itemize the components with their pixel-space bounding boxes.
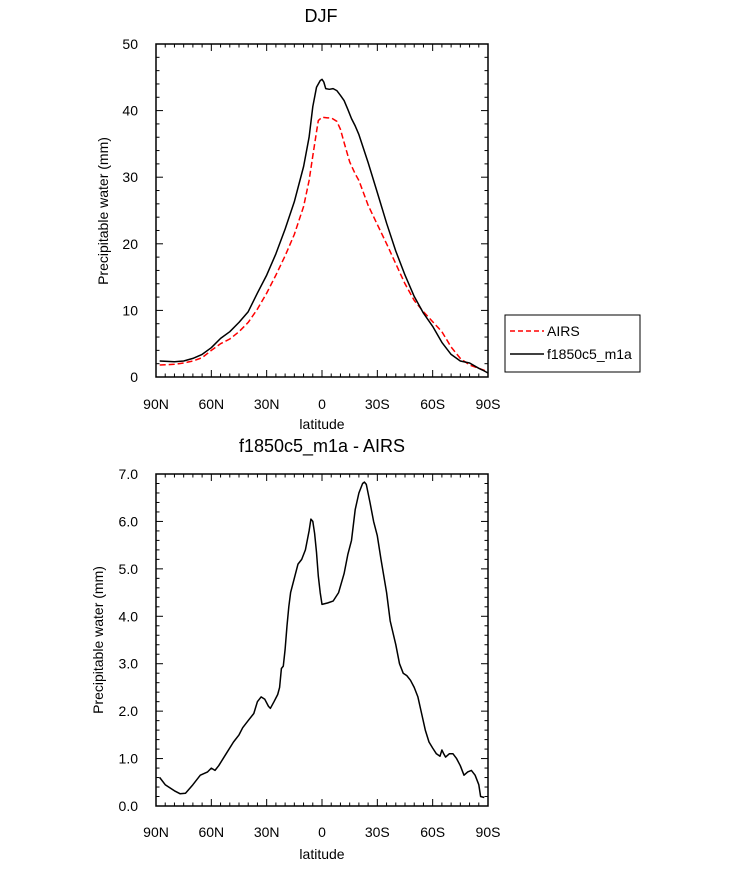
- top-y-tick-labels: 0 10 20 30 40 50: [122, 36, 138, 385]
- x-tick-label: 0: [318, 396, 326, 412]
- x-tick-label: 60S: [420, 824, 445, 840]
- bottom-series-group: [159, 481, 485, 799]
- y-tick-label: 3.0: [119, 656, 139, 672]
- x-tick-label: 60N: [198, 824, 224, 840]
- x-tick-label: 90S: [476, 824, 501, 840]
- y-tick-label: 2.0: [119, 703, 139, 719]
- y-tick-label: 40: [122, 103, 138, 119]
- series-line-f1850c5-m1a-airs: [159, 481, 485, 799]
- legend-label-model: f1850c5_m1a: [547, 346, 632, 362]
- legend-box: [504, 314, 641, 373]
- top-series-group: [159, 78, 489, 374]
- top-y-axis-label: Precipitable water (mm): [95, 137, 111, 285]
- y-tick-label: 10: [122, 302, 138, 318]
- legend: AIRS f1850c5_m1a: [504, 314, 641, 373]
- y-tick-label: 7.0: [119, 466, 139, 482]
- bottom-y-axis-label: Precipitable water (mm): [90, 566, 106, 714]
- x-tick-label: 30N: [254, 824, 280, 840]
- y-tick-label: 30: [122, 169, 138, 185]
- bottom-y-tick-labels: 0.0 1.0 2.0 3.0 4.0 5.0 6.0 7.0: [119, 466, 139, 814]
- y-tick-label: 20: [122, 236, 138, 252]
- x-tick-label: 60S: [420, 396, 445, 412]
- y-tick-label: 0: [130, 369, 138, 385]
- y-tick-label: 6.0: [119, 513, 139, 529]
- x-tick-label: 30S: [365, 824, 390, 840]
- x-tick-label: 90N: [143, 824, 169, 840]
- legend-label-airs: AIRS: [547, 323, 580, 339]
- top-x-tick-labels: 90N 60N 30N 0 30S 60S 90S: [143, 396, 500, 412]
- y-tick-label: 4.0: [119, 608, 139, 624]
- series-line-airs: [159, 116, 489, 374]
- series-line-f1850c5-m1a: [159, 78, 489, 374]
- y-tick-label: 1.0: [119, 751, 139, 767]
- bottom-plot-frame: [155, 473, 489, 807]
- y-tick-label: 0.0: [119, 798, 139, 814]
- bottom-x-axis-label: latitude: [299, 846, 344, 862]
- y-tick-label: 50: [122, 36, 138, 52]
- x-tick-label: 0: [318, 824, 326, 840]
- bottom-axis-ticks: [155, 473, 489, 807]
- x-tick-label: 90N: [143, 396, 169, 412]
- top-x-axis-label: latitude: [299, 416, 344, 432]
- y-tick-label: 5.0: [119, 561, 139, 577]
- bottom-chart-title: f1850c5_m1a - AIRS: [239, 436, 405, 457]
- x-tick-label: 30N: [254, 396, 280, 412]
- bottom-x-tick-labels: 90N 60N 30N 0 30S 60S 90S: [143, 824, 500, 840]
- top-plot-frame: [155, 43, 489, 378]
- bottom-panel: f1850c5_m1a - AIRS 0.0 1.0 2.0 3.0 4.0 5…: [90, 436, 500, 862]
- x-tick-label: 90S: [476, 396, 501, 412]
- x-tick-label: 30S: [365, 396, 390, 412]
- top-chart-title: DJF: [305, 6, 338, 26]
- top-panel: DJF 0 10 20 30 40 50 90N 60N 30N 0 30S 6…: [95, 6, 641, 432]
- x-tick-label: 60N: [198, 396, 224, 412]
